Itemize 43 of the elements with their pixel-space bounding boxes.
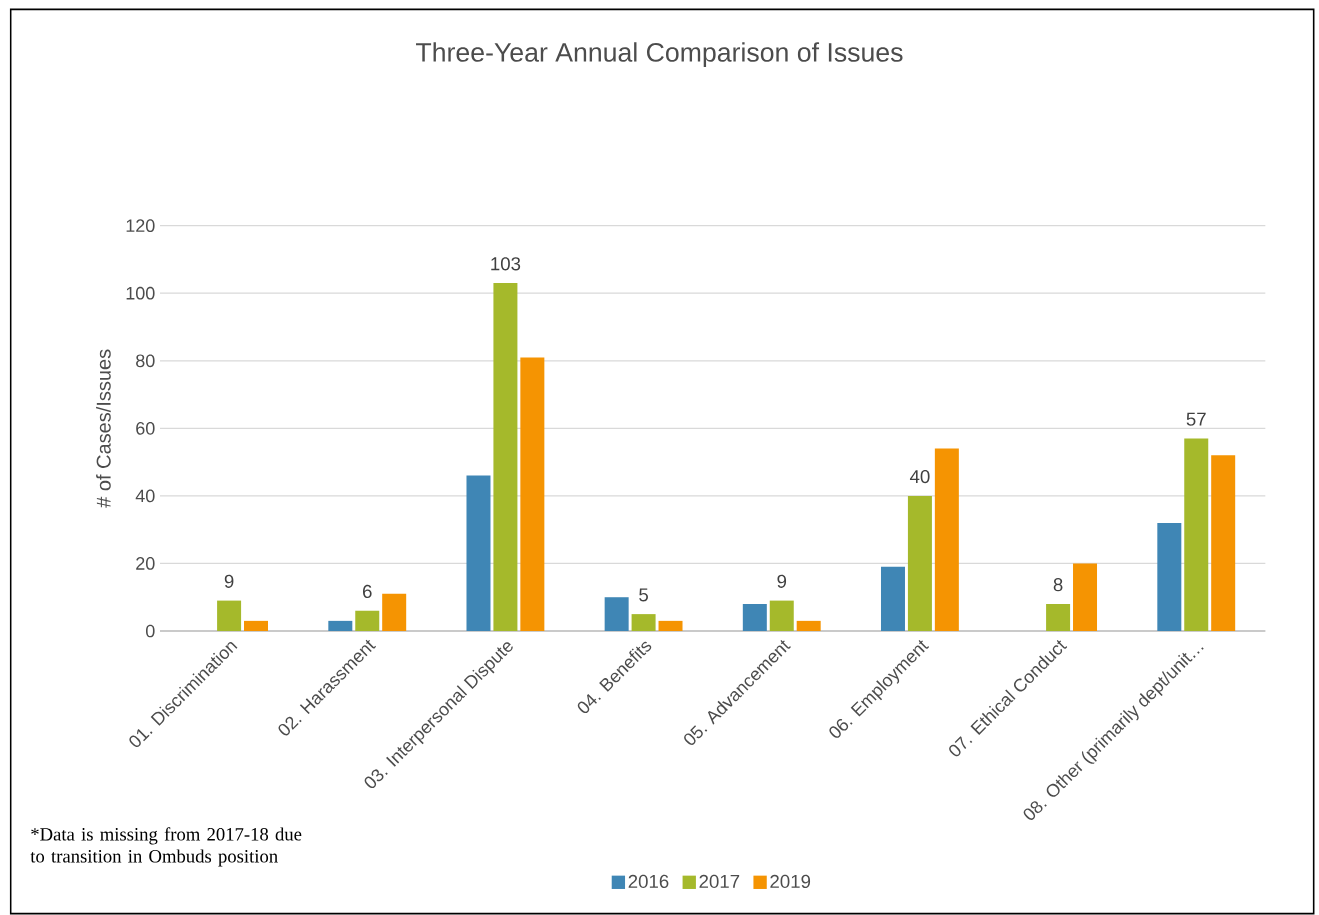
bar	[742, 603, 767, 631]
data-label: 9	[777, 574, 787, 588]
y-tick-label: 0	[146, 624, 155, 638]
data-label: 57	[1186, 412, 1206, 426]
bar	[1184, 438, 1209, 631]
bar	[355, 610, 380, 631]
legend-label: 2017	[699, 874, 740, 889]
data-label: 40	[909, 469, 930, 484]
chart-title: Three-Year Annual Comparison of Issues	[416, 42, 903, 68]
bar	[244, 620, 269, 631]
bar	[466, 475, 491, 631]
text: *Data is missing from 2017-18 due to transition in Ombuds position	[30, 827, 302, 867]
bar	[1211, 455, 1236, 631]
legend-label: 2016	[628, 874, 669, 889]
bar	[631, 614, 656, 631]
data-label: 6	[363, 584, 372, 599]
y-tick-label: 40	[135, 489, 155, 503]
bar	[604, 597, 629, 631]
bar	[1157, 522, 1182, 631]
y-tick-label: 60	[136, 421, 155, 435]
data-label: 9	[224, 574, 234, 588]
bar	[907, 495, 932, 631]
data-label: 8	[1053, 578, 1063, 592]
bar	[658, 620, 683, 631]
y-tick-label: 100	[126, 286, 155, 300]
bar	[520, 357, 545, 631]
data-label: 5	[639, 588, 648, 602]
bar	[796, 620, 821, 631]
y-tick-label: 120	[126, 219, 155, 233]
data-label: 103	[491, 257, 521, 271]
bar	[328, 620, 353, 631]
bar	[382, 593, 407, 631]
y-axis-title: # of Cases/Issues	[96, 349, 111, 508]
bar	[217, 600, 242, 631]
bar	[769, 600, 794, 631]
bar	[1073, 563, 1098, 631]
y-tick-label: 20	[136, 557, 155, 570]
legend-label: 2019	[770, 874, 811, 889]
bar	[880, 566, 905, 631]
bar	[1046, 603, 1071, 631]
y-tick-label: 80	[136, 354, 155, 368]
bar	[493, 283, 518, 631]
bar	[934, 448, 959, 631]
